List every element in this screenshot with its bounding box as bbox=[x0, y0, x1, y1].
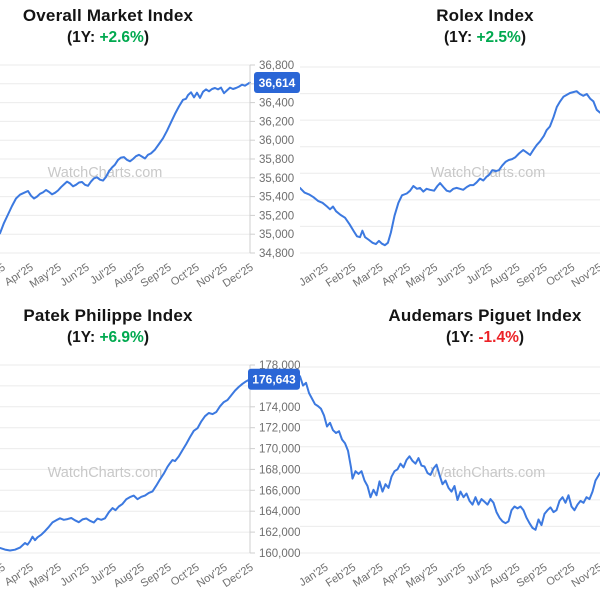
svg-text:May'25: May'25 bbox=[404, 261, 440, 290]
chart-subtitle: (1Y: +6.9%) bbox=[0, 329, 216, 347]
svg-text:Jun'25: Jun'25 bbox=[434, 261, 467, 289]
current-value-badge-label: 176,643 bbox=[252, 373, 296, 387]
gridlines bbox=[300, 66, 600, 254]
svg-text:35,200: 35,200 bbox=[259, 210, 294, 222]
gridlines bbox=[300, 366, 600, 554]
chart-subtitle: (1Y: +2.5%) bbox=[370, 29, 600, 47]
svg-text:Jun'25: Jun'25 bbox=[58, 261, 91, 289]
svg-text:Jun'25: Jun'25 bbox=[434, 561, 467, 589]
x-axis-labels: Jan'25Feb'25Mar'25Apr'25May'25Jun'25Jul'… bbox=[300, 561, 600, 590]
price-line bbox=[300, 375, 600, 531]
watermark-text: WatchCharts.com bbox=[48, 465, 163, 481]
current-value-badge-label: 36,614 bbox=[259, 76, 296, 90]
subtitle-suffix: ) bbox=[143, 329, 149, 346]
svg-text:36,800: 36,800 bbox=[259, 60, 294, 72]
svg-text:35,800: 35,800 bbox=[259, 154, 294, 166]
watermark-text: WatchCharts.com bbox=[431, 465, 546, 481]
chart-card-overall-market: Overall Market Index (1Y: +2.6%) WatchCh… bbox=[0, 0, 300, 300]
change-percent: +6.9% bbox=[99, 329, 144, 346]
svg-text:Sep'25: Sep'25 bbox=[139, 261, 174, 290]
chart-header: Rolex Index (1Y: +2.5%) bbox=[370, 5, 600, 47]
svg-text:Feb'25: Feb'25 bbox=[324, 561, 358, 589]
subtitle-suffix: ) bbox=[518, 329, 525, 346]
svg-text:36,400: 36,400 bbox=[259, 98, 294, 110]
svg-text:162,000: 162,000 bbox=[259, 527, 300, 539]
svg-text:Nov'25: Nov'25 bbox=[569, 561, 600, 590]
price-line bbox=[0, 378, 251, 552]
chart-title: Patek Philippe Index bbox=[23, 306, 193, 325]
svg-text:168,000: 168,000 bbox=[259, 464, 300, 476]
chart-subtitle: (1Y: +2.6%) bbox=[0, 29, 216, 47]
gridlines bbox=[0, 64, 250, 254]
change-percent: +2.5% bbox=[476, 29, 521, 46]
chart-title: Audemars Piguet Index bbox=[388, 306, 582, 325]
patek-philippe-line-chart: WatchCharts.com178,000174,000172,000170,… bbox=[0, 360, 300, 591]
svg-text:174,000: 174,000 bbox=[259, 402, 300, 414]
subtitle-suffix: ) bbox=[520, 29, 526, 46]
svg-text:170,000: 170,000 bbox=[259, 444, 300, 456]
gridlines bbox=[0, 364, 250, 554]
svg-text:Nov'25: Nov'25 bbox=[569, 261, 600, 290]
svg-text:Mar'25: Mar'25 bbox=[351, 561, 385, 589]
y-axis-labels: 36,800 36,400 36,200 36,000 35,800 35,600 35,4… bbox=[259, 60, 294, 260]
svg-text:Aug'25: Aug'25 bbox=[487, 261, 522, 290]
svg-text:35,600: 35,600 bbox=[259, 173, 294, 185]
rolex-line-chart: WatchCharts.com Jan'25Feb'25Mar'25Apr'25M… bbox=[300, 66, 600, 291]
svg-text:Feb'25: Feb'25 bbox=[324, 261, 358, 289]
current-value-badge bbox=[254, 72, 300, 93]
watermark-text: WatchCharts.com bbox=[431, 165, 546, 181]
chart-card-rolex: Rolex Index (1Y: +2.5%) WatchCharts.com J… bbox=[300, 0, 600, 300]
y-axis bbox=[249, 364, 255, 554]
chart-card-audemars-piguet: Audemars Piguet Index (1Y: -1.4%) WatchC… bbox=[300, 300, 600, 600]
audemars-piguet-line-chart: WatchCharts.com Jan'25Feb'25Mar'25Apr'25M… bbox=[300, 366, 600, 591]
y-axis-labels: 178,000174,000172,000170,000168,000166,0… bbox=[259, 360, 300, 560]
svg-text:Sep'25: Sep'25 bbox=[139, 561, 174, 590]
y-axis bbox=[249, 64, 255, 254]
x-axis-labels: Mar'25Apr'25May'25Jun'25Jul'25Aug'25Sep'… bbox=[0, 261, 256, 290]
subtitle-suffix: ) bbox=[143, 29, 149, 46]
svg-text:172,000: 172,000 bbox=[259, 423, 300, 435]
svg-text:Mar'25: Mar'25 bbox=[351, 261, 385, 289]
chart-title: Rolex Index bbox=[436, 6, 534, 25]
svg-text:May'25: May'25 bbox=[28, 261, 64, 290]
current-value-badge bbox=[248, 368, 300, 390]
change-percent: +2.6% bbox=[99, 29, 144, 46]
chart-title: Overall Market Index bbox=[22, 6, 194, 25]
overall-market-line-chart: WatchCharts.com36,80036,40036,20036,0003… bbox=[0, 60, 300, 291]
subtitle-prefix: (1Y: bbox=[445, 329, 479, 346]
price-line bbox=[0, 81, 251, 235]
chart-subtitle: (1Y: -1.4%) bbox=[370, 329, 600, 347]
svg-text:164,000: 164,000 bbox=[259, 506, 300, 518]
svg-text:Sep'25: Sep'25 bbox=[515, 561, 550, 590]
svg-text:Sep'25: Sep'25 bbox=[515, 261, 550, 290]
chart-card-patek-philippe: Patek Philippe Index (1Y: +6.9%) WatchCh… bbox=[0, 300, 300, 600]
svg-text:166,000: 166,000 bbox=[259, 485, 300, 497]
x-axis-labels: Jan'25Feb'25Mar'25Apr'25May'25Jun'25Jul'… bbox=[300, 261, 600, 290]
chart-header: Overall Market Index (1Y: +2.6%) bbox=[0, 5, 216, 47]
svg-text:35,400: 35,400 bbox=[259, 192, 294, 204]
svg-text:Dec'25: Dec'25 bbox=[221, 261, 256, 290]
subtitle-prefix: (1Y: bbox=[66, 329, 100, 346]
change-percent: -1.4% bbox=[478, 329, 519, 346]
svg-text:160,000: 160,000 bbox=[259, 548, 300, 560]
svg-text:May'25: May'25 bbox=[404, 561, 440, 590]
svg-text:May'25: May'25 bbox=[28, 561, 64, 590]
x-axis-labels: Mar'25Apr'25May'25Jun'25Jul'25Aug'25Sep'… bbox=[0, 561, 256, 590]
chart-header: Audemars Piguet Index (1Y: -1.4%) bbox=[370, 305, 600, 347]
watermark-text: WatchCharts.com bbox=[48, 165, 163, 181]
subtitle-prefix: (1Y: bbox=[443, 29, 477, 46]
svg-text:Dec'25: Dec'25 bbox=[221, 561, 256, 590]
svg-text:Jun'25: Jun'25 bbox=[58, 561, 91, 589]
svg-text:36,000: 36,000 bbox=[259, 135, 294, 147]
svg-text:Aug'25: Aug'25 bbox=[487, 561, 522, 590]
subtitle-prefix: (1Y: bbox=[66, 29, 100, 46]
svg-text:34,800: 34,800 bbox=[259, 248, 294, 260]
price-line bbox=[300, 90, 600, 247]
chart-header: Patek Philippe Index (1Y: +6.9%) bbox=[0, 305, 216, 347]
svg-text:36,200: 36,200 bbox=[259, 116, 294, 128]
svg-text:35,000: 35,000 bbox=[259, 229, 294, 241]
